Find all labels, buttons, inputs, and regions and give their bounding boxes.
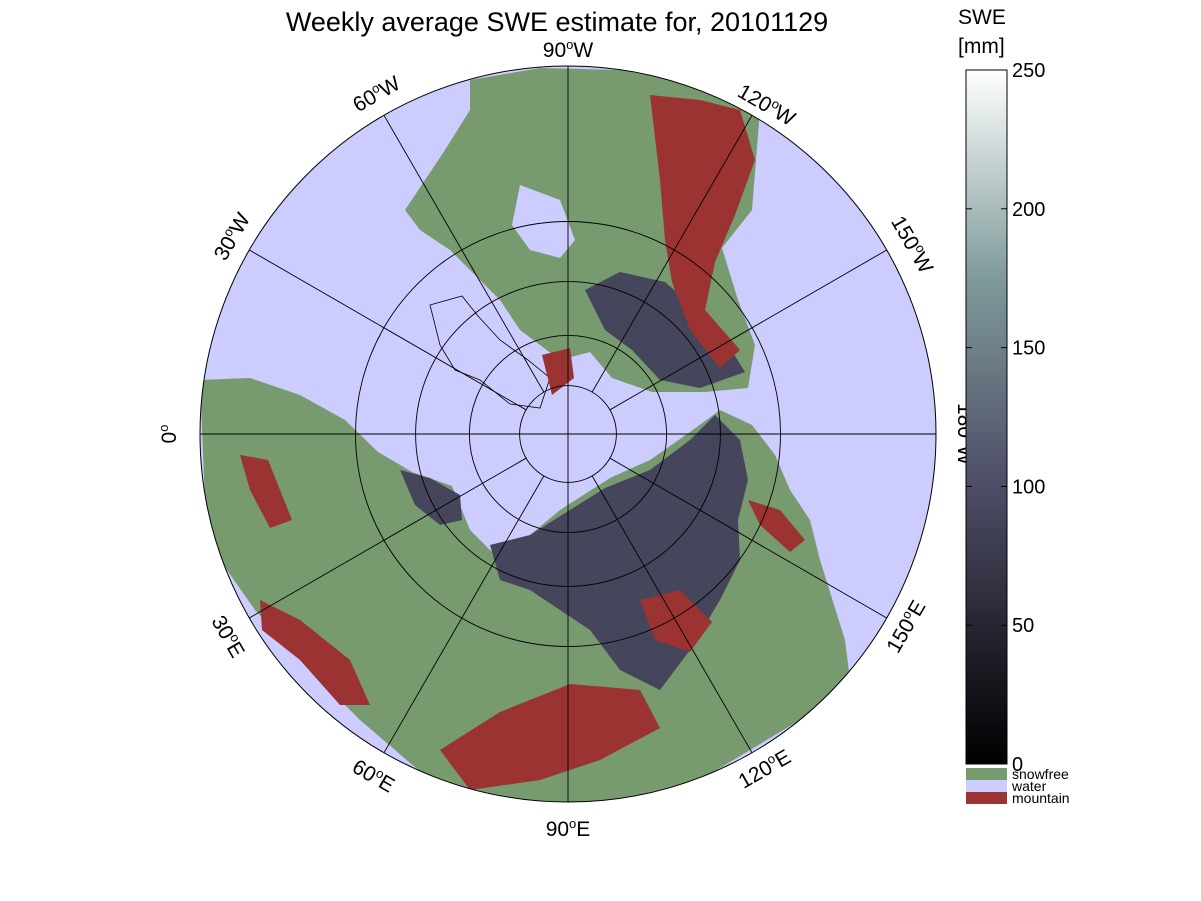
colorbar-tick-label: 250 bbox=[1012, 60, 1045, 82]
mountain-central-asia bbox=[440, 684, 660, 790]
meridian-150 bbox=[249, 457, 527, 619]
mountain-caucasus bbox=[240, 455, 292, 528]
snow-scandinavia bbox=[400, 470, 462, 525]
legend-swatch-mountain bbox=[966, 792, 1007, 804]
mountain-far-east bbox=[748, 500, 805, 552]
colorbar-tick-label: 50 bbox=[1012, 615, 1034, 637]
water-hudson-bay bbox=[512, 185, 575, 258]
map-title: Weekly average SWE estimate for, 2010112… bbox=[286, 7, 828, 37]
meridian-240 bbox=[383, 115, 545, 393]
meridian-120 bbox=[383, 475, 545, 753]
legend-swatch-snowfree bbox=[966, 768, 1007, 780]
colorbar-title-line1: SWE bbox=[958, 6, 1006, 29]
meridian-30 bbox=[609, 457, 887, 619]
legend-swatch-water bbox=[966, 780, 1007, 792]
colorbar-gradient bbox=[965, 69, 1008, 765]
meridian-330 bbox=[609, 249, 887, 411]
legend-label-snowfree: snowfree bbox=[1012, 766, 1069, 782]
colorbar-tick-label: 0 bbox=[1012, 754, 1023, 776]
lon-label-0: 0o bbox=[156, 425, 181, 444]
colorbar-tick-label: 200 bbox=[1012, 199, 1045, 221]
legend-label-water: water bbox=[1011, 778, 1047, 794]
mountain-greenland-tip bbox=[542, 348, 574, 395]
lon-label-90e: 90oE bbox=[546, 816, 591, 841]
lon-label-90w: 90oW bbox=[543, 37, 594, 62]
graticule bbox=[200, 66, 936, 802]
polar-map: 90oW 120oW 150oW 180oW 150oE 120oE 90oE … bbox=[156, 37, 978, 841]
map-rim bbox=[199, 65, 937, 803]
colorbar-tick-label: 150 bbox=[1012, 338, 1045, 360]
meridian-210 bbox=[249, 249, 527, 411]
meridian-60 bbox=[591, 475, 753, 753]
lon-label-30e: 30oE bbox=[207, 611, 251, 662]
lon-label-60e: 60oE bbox=[348, 754, 399, 798]
meridian-300 bbox=[591, 115, 753, 393]
colorbar-tick-label: 100 bbox=[1012, 476, 1045, 498]
colorbar: SWE [mm] 0 50 100 150 200 250 snowfreewatermo… bbox=[958, 6, 1070, 806]
colorbar-ticks: 0 50 100 150 200 250 bbox=[966, 60, 1045, 776]
mountain-europe bbox=[260, 600, 370, 705]
mountain-rockies bbox=[650, 95, 755, 368]
snow-arctic-canada bbox=[585, 272, 745, 388]
legend-label-mountain: mountain bbox=[1012, 790, 1070, 806]
colorbar-title-line2: [mm] bbox=[958, 35, 1005, 58]
